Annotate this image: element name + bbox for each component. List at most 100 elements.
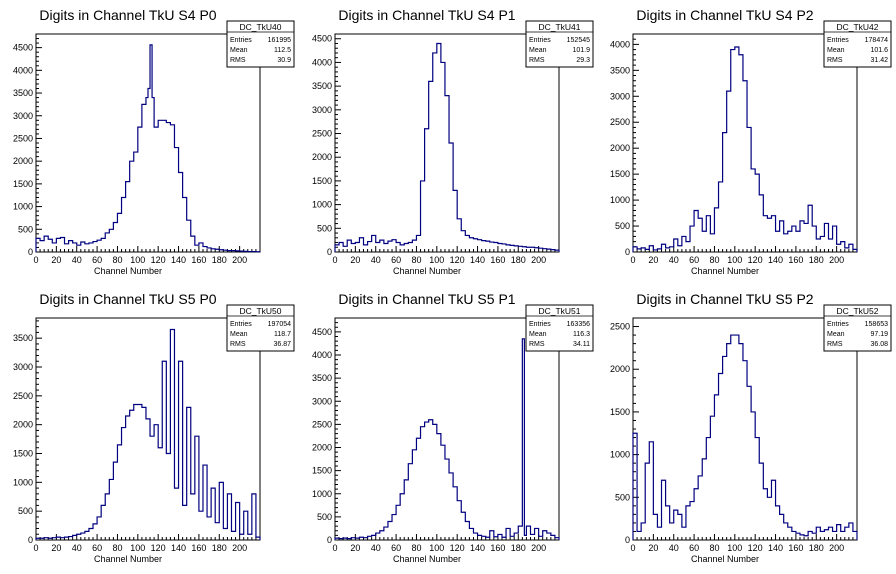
x-tick-label: 100 [727,255,742,265]
x-tick-label: 160 [490,543,505,553]
y-tick-label: 3500 [610,65,630,75]
x-tick-label: 180 [212,255,227,265]
x-tick-label: 20 [648,543,658,553]
x-tick-label: 40 [669,543,679,553]
x-tick-label: 160 [191,255,206,265]
y-tick-label: 500 [317,512,332,522]
x-tick-label: 60 [92,255,102,265]
x-tick-label: 40 [669,255,679,265]
plot-frame [334,317,560,541]
y-tick-label: 3500 [312,81,332,91]
stats-box [525,20,594,68]
stats-value-mean: 101.6 [870,47,888,54]
x-tick-label: 200 [232,255,247,265]
x-axis-label: Channel Number [691,266,759,276]
chart-title: Digits in Channel TkU S5 P1 [338,291,515,307]
x-tick-label: 180 [212,543,227,553]
stats-value-rms: 34.11 [573,341,590,348]
plot-frame [632,317,858,541]
y-tick-label: 1500 [312,466,332,476]
chart-title: Digits in Channel TkU S4 P2 [636,7,813,23]
y-tick-label: 4000 [610,39,630,49]
y-tick-label: 1000 [312,200,332,210]
x-tick-label: 180 [809,255,824,265]
histogram-series [632,334,858,540]
stats-label-entries: Entries [827,321,849,328]
y-tick-label: 500 [615,492,630,502]
plot-frame [35,317,261,541]
stats-value-rms: 29.3 [576,57,590,64]
y-tick-label: 2000 [13,420,33,430]
x-tick-label: 140 [768,543,783,553]
x-tick-label: 20 [350,543,360,553]
stats-value-entries: 197054 [268,321,291,328]
x-tick-label: 160 [490,255,505,265]
y-tick-label: 3500 [13,88,33,98]
stats-label-mean: Mean [827,47,845,54]
x-tick-label: 100 [130,543,145,553]
y-tick-label: 2500 [13,391,33,401]
histogram-series [35,44,261,253]
x-tick-label: 0 [332,255,337,265]
stats-label-mean: Mean [827,331,845,338]
y-tick-label: 2500 [312,129,332,139]
x-tick-label: 100 [429,255,444,265]
x-tick-label: 40 [72,543,82,553]
y-tick-label: 2000 [610,143,630,153]
stats-box [823,20,892,68]
stats-label-rms: RMS [230,341,246,348]
x-tick-label: 0 [33,255,38,265]
x-axis-label: Channel Number [94,266,162,276]
y-tick-label: 1500 [312,176,332,186]
plot-frame [334,33,560,253]
x-tick-label: 0 [630,543,635,553]
x-tick-label: 60 [689,543,699,553]
x-tick-label: 80 [112,255,122,265]
x-tick-label: 40 [371,255,381,265]
y-tick-label: 3500 [312,373,332,383]
x-tick-label: 100 [429,543,444,553]
histogram-panel-1: Digits in Channel TkU S4 P1 0 20 40 60 80 100 1… [312,7,594,276]
plot-frame [35,33,261,253]
histogram-series [35,328,261,540]
stats-value-rms: 36.87 [273,341,291,348]
y-tick-label: 3000 [13,362,33,372]
stats-label-entries: Entries [230,321,252,328]
stats-value-mean: 112.5 [274,47,291,54]
x-tick-label: 120 [151,543,166,553]
y-tick-label: 1500 [13,179,33,189]
stats-name: DC_TkU52 [836,306,878,316]
stats-label-mean: Mean [529,47,547,54]
x-tick-label: 60 [391,255,401,265]
x-tick-label: 20 [648,255,658,265]
x-tick-label: 20 [51,255,61,265]
x-tick-label: 120 [748,543,763,553]
y-tick-label: 1500 [610,169,630,179]
y-tick-label: 0 [28,247,33,257]
histogram-panel-2: Digits in Channel TkU S4 P2 0 20 40 60 80 100 1… [610,7,892,276]
x-tick-label: 160 [788,255,803,265]
chart-title: Digits in Channel TkU S4 P0 [39,7,216,23]
stats-label-rms: RMS [529,57,545,64]
y-tick-label: 2000 [610,364,630,374]
x-tick-label: 200 [829,255,844,265]
stats-value-mean: 118.7 [274,331,291,338]
x-tick-label: 160 [788,543,803,553]
stats-box [823,304,892,352]
stats-label-entries: Entries [230,37,252,44]
x-tick-label: 160 [191,543,206,553]
x-tick-label: 60 [689,255,699,265]
stats-value-entries: 178474 [865,37,888,44]
x-tick-label: 0 [630,255,635,265]
stats-box [525,304,594,352]
x-tick-label: 60 [92,543,102,553]
x-tick-label: 0 [332,543,337,553]
x-tick-label: 200 [531,255,546,265]
x-tick-label: 120 [450,255,465,265]
stats-value-mean: 97.19 [870,331,888,338]
y-tick-label: 2500 [13,133,33,143]
stats-box [226,20,295,68]
y-tick-label: 500 [615,221,630,231]
x-tick-label: 20 [350,255,360,265]
